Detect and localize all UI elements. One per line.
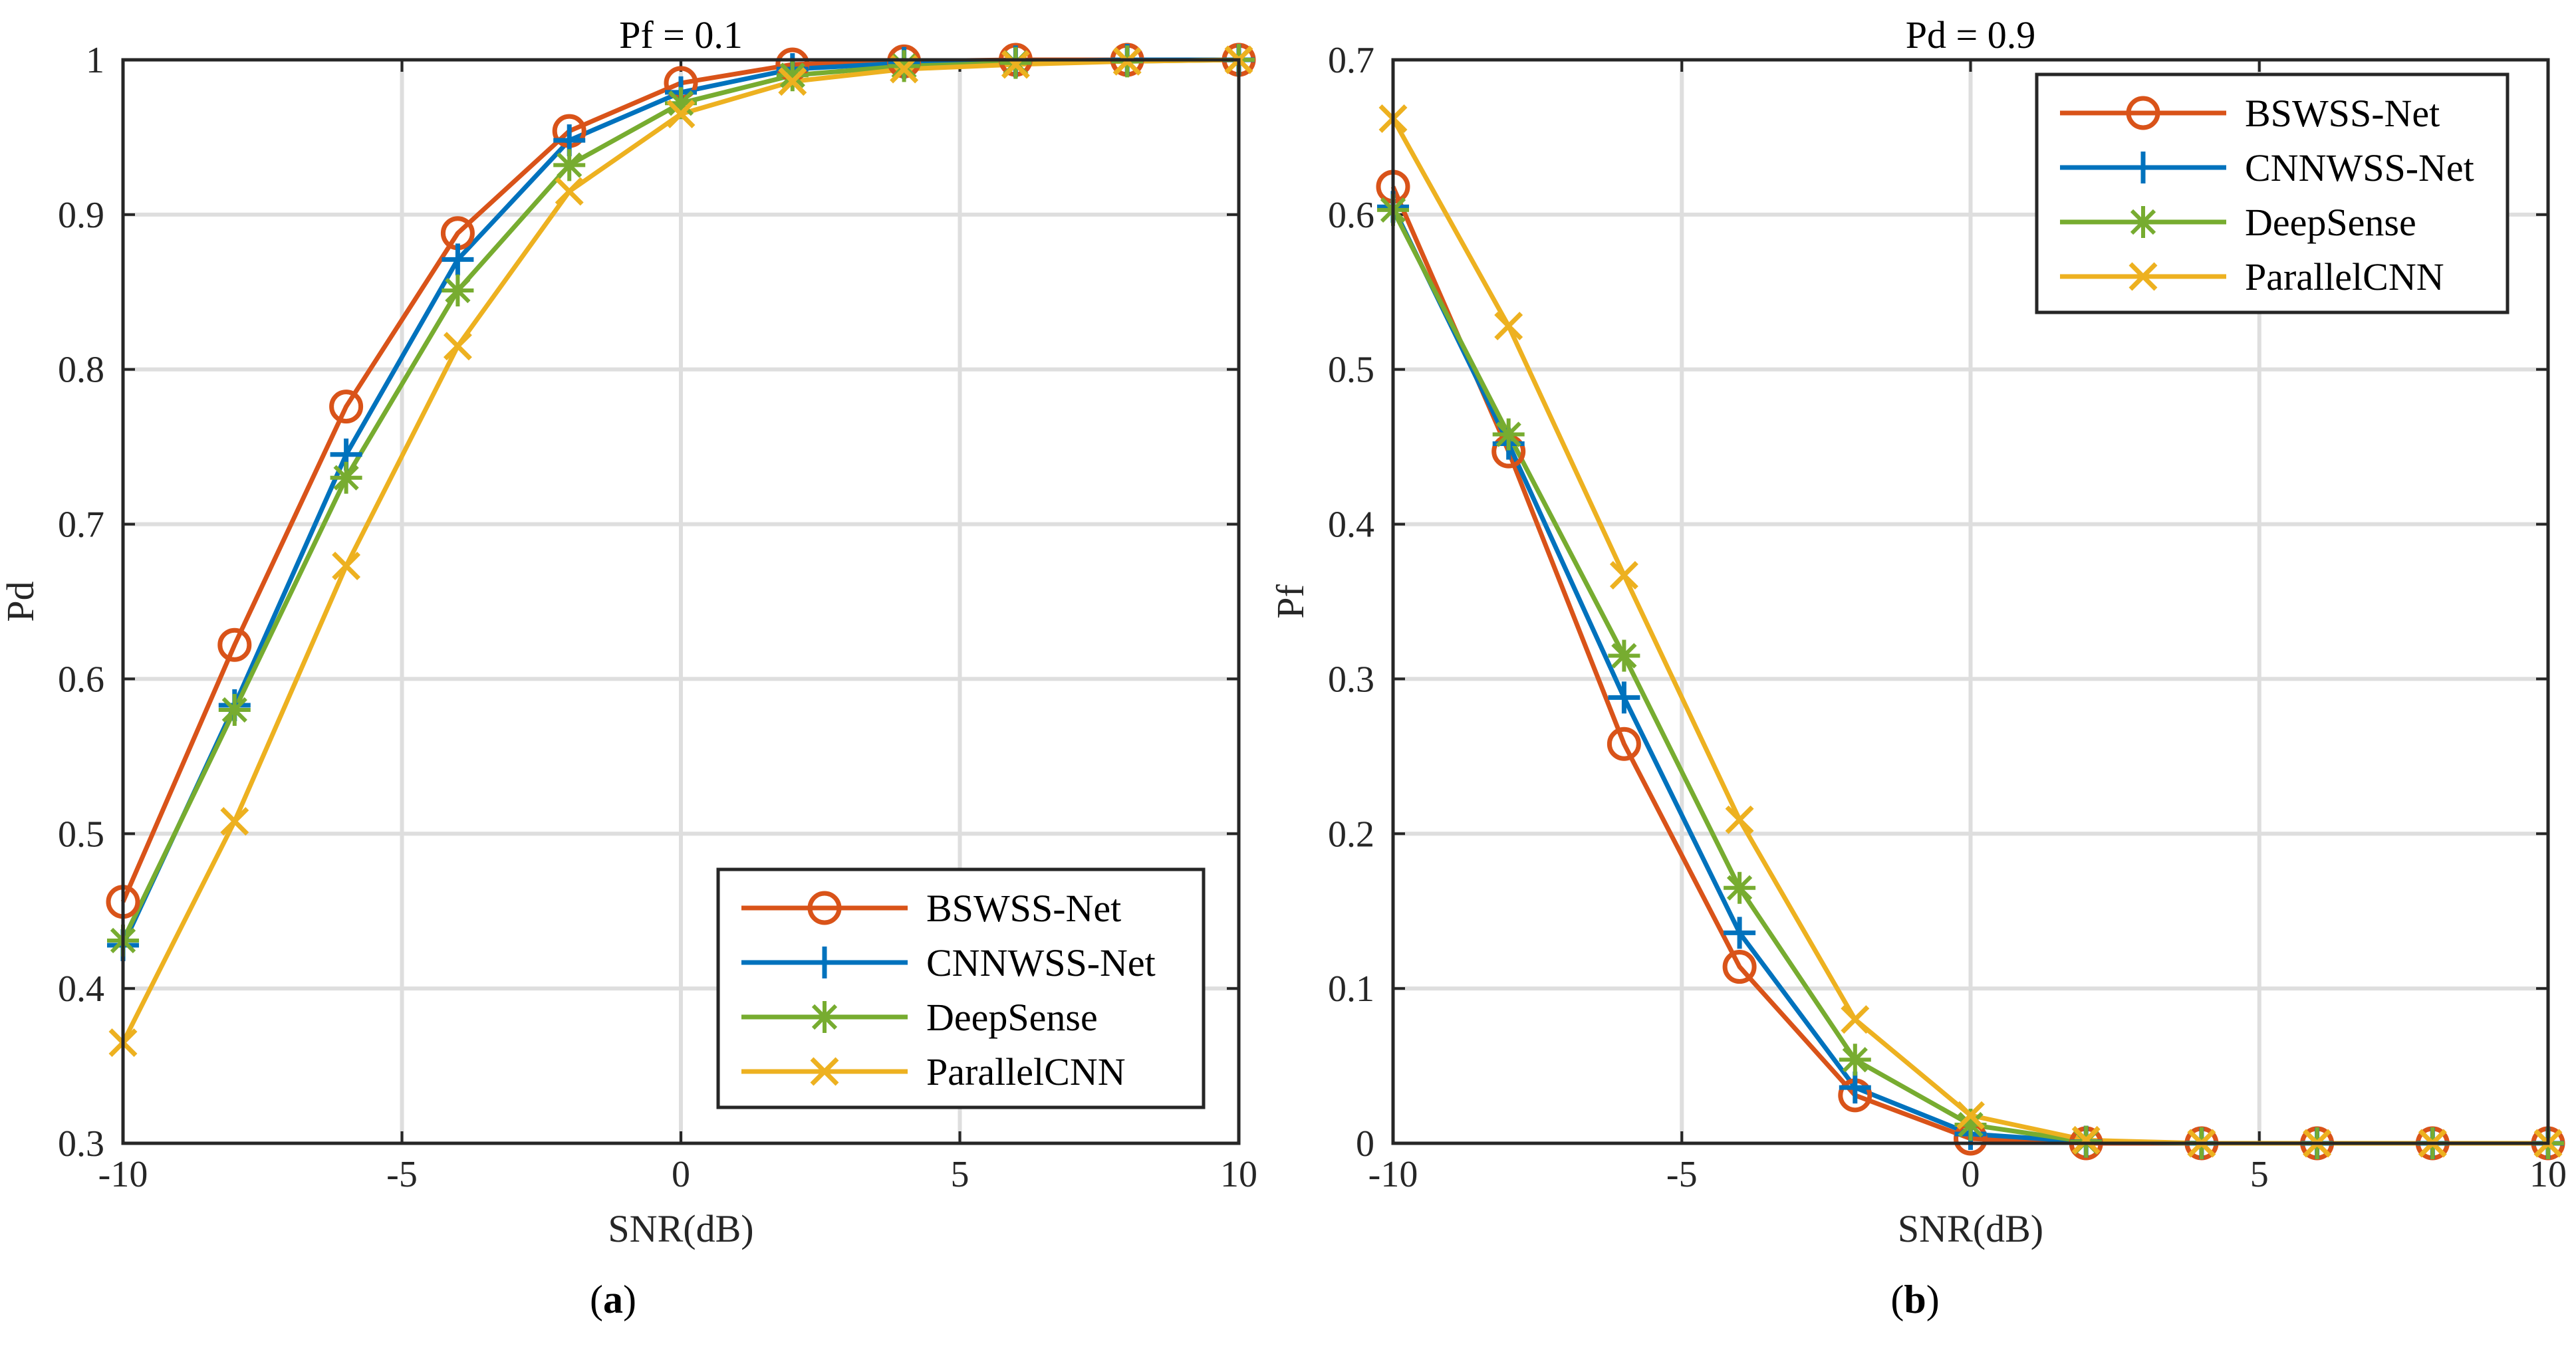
data-point-parallelcnn bbox=[1609, 560, 1638, 590]
y-tick-label: 0.4 bbox=[58, 968, 104, 1010]
data-point-deepsense bbox=[218, 694, 251, 726]
y-tick-label: 0.7 bbox=[58, 505, 104, 546]
data-point-parallelcnn bbox=[1725, 805, 1754, 834]
y-tick-label: 1 bbox=[86, 40, 104, 81]
data-point-deepsense bbox=[665, 87, 697, 120]
x-tick-label: -5 bbox=[1666, 1154, 1698, 1195]
x-tick-label: 5 bbox=[951, 1154, 969, 1195]
data-point-cnnwss-net bbox=[1608, 681, 1640, 714]
data-point-deepsense bbox=[1492, 418, 1525, 451]
panel-b: -10 -5 0 5 10 0 0.1 0.2 0.3 0.4 0.5 0.6 0.7 Pd = 0.9 S… bbox=[1269, 13, 2567, 1321]
legend: BSWSS-Net CNNWSS-Net DeepSense ParallelCNN bbox=[2035, 72, 2510, 314]
legend-marker-cnnwss-net bbox=[809, 947, 840, 978]
axes-box bbox=[1391, 58, 2550, 1145]
legend-marker-deepsense bbox=[809, 1001, 840, 1033]
chart-title: Pf = 0.1 bbox=[619, 13, 743, 56]
x-tick-label: -5 bbox=[386, 1154, 418, 1195]
data-point-deepsense bbox=[1724, 871, 1756, 904]
legend-label-parallelcnn: ParallelCNN bbox=[926, 1050, 1126, 1093]
y-tick-label: 0.5 bbox=[1328, 350, 1374, 391]
data-point-parallelcnn bbox=[443, 332, 472, 361]
chart-title: Pd = 0.9 bbox=[1906, 13, 2035, 56]
y-tick-label: 0 bbox=[1356, 1123, 1374, 1165]
x-tick-label: 10 bbox=[2529, 1154, 2567, 1195]
data-point-deepsense bbox=[1954, 1109, 1987, 1141]
legend-label-bswss-net: BSWSS-Net bbox=[2245, 92, 2440, 135]
x-tick-label: 0 bbox=[1962, 1154, 1980, 1195]
x-axis-label: SNR(dB) bbox=[608, 1207, 753, 1250]
legend-marker-deepsense bbox=[2127, 206, 2159, 238]
data-point-deepsense bbox=[330, 461, 362, 494]
data-point-parallelcnn bbox=[1494, 312, 1523, 340]
data-point-parallelcnn bbox=[778, 67, 807, 96]
legend-marker-cnnwss-net bbox=[2127, 152, 2159, 183]
data-point-cnnwss-net bbox=[1724, 917, 1756, 949]
y-axis-label: Pd bbox=[0, 581, 42, 621]
legend-marker-bswss-net bbox=[2126, 96, 2160, 130]
data-point-cnnwss-net bbox=[1839, 1071, 1871, 1104]
x-tick-label: 10 bbox=[1220, 1154, 1257, 1195]
legend-label-cnnwss-net: CNNWSS-Net bbox=[2245, 146, 2474, 189]
data-point-deepsense bbox=[776, 59, 809, 92]
data-point-deepsense bbox=[553, 149, 586, 181]
y-tick-label: 0.4 bbox=[1328, 505, 1374, 546]
y-tick-label: 0.1 bbox=[1328, 968, 1374, 1010]
caption-open: ( bbox=[1890, 1278, 1904, 1321]
panel-caption: (b) bbox=[1890, 1278, 1939, 1321]
caption-open: ( bbox=[590, 1278, 603, 1321]
legend: BSWSS-Net CNNWSS-Net DeepSense ParallelCNN bbox=[716, 867, 1206, 1109]
x-axis-label: SNR(dB) bbox=[1898, 1207, 2043, 1250]
data-point-deepsense bbox=[442, 274, 474, 306]
data-point-parallelcnn bbox=[1956, 1101, 1985, 1130]
legend-label-bswss-net: BSWSS-Net bbox=[926, 887, 1121, 930]
x-tick-label: 5 bbox=[2250, 1154, 2269, 1195]
legend-label-cnnwss-net: CNNWSS-Net bbox=[926, 941, 1156, 984]
x-tick-label: 0 bbox=[672, 1154, 690, 1195]
legend-marker-bswss-net bbox=[807, 891, 842, 925]
data-point-bswss-net bbox=[1607, 727, 1641, 761]
y-axis-label: Pf bbox=[1269, 584, 1312, 619]
axes-box bbox=[121, 58, 1241, 1145]
caption-letter: a bbox=[603, 1278, 623, 1321]
data-point-parallelcnn bbox=[666, 100, 696, 128]
legend-label-parallelcnn: ParallelCNN bbox=[2245, 255, 2444, 298]
y-tick-label: 0.3 bbox=[1328, 659, 1374, 700]
y-tick-label: 0.6 bbox=[58, 659, 104, 700]
panel-a: -10 -5 0 5 10 0.3 0.4 0.5 0.6 0.7 0.8 0.9 1 Pf = 0.1 S… bbox=[0, 13, 1257, 1321]
y-tick-label: 0.6 bbox=[1328, 195, 1374, 236]
data-point-parallelcnn bbox=[2071, 1125, 2101, 1155]
data-point-parallelcnn bbox=[1001, 50, 1030, 79]
y-tick-label: 0.5 bbox=[58, 814, 104, 855]
caption-close: ) bbox=[1926, 1278, 1940, 1321]
y-tick-label: 0.3 bbox=[58, 1123, 104, 1165]
x-tick-label: -10 bbox=[98, 1154, 148, 1195]
data-point-parallelcnn bbox=[220, 807, 249, 836]
x-tick-label: -10 bbox=[1368, 1154, 1418, 1195]
data-point-parallelcnn bbox=[332, 551, 361, 580]
data-point-deepsense bbox=[1839, 1044, 1871, 1076]
y-tick-label: 0.2 bbox=[1328, 814, 1374, 855]
data-point-cnnwss-net bbox=[442, 243, 474, 276]
legend-marker-parallelcnn bbox=[810, 1057, 839, 1086]
caption-close: ) bbox=[623, 1278, 636, 1321]
data-point-deepsense bbox=[1608, 639, 1640, 672]
caption-letter: b bbox=[1904, 1278, 1926, 1321]
y-tick-label: 0.7 bbox=[1328, 40, 1374, 81]
data-point-parallelcnn bbox=[555, 177, 584, 206]
data-point-bswss-net bbox=[1722, 950, 1757, 984]
data-point-parallelcnn bbox=[1841, 1005, 1870, 1034]
panel-caption: (a) bbox=[590, 1278, 636, 1321]
y-tick-label: 0.8 bbox=[58, 350, 104, 391]
legend-label-deepsense: DeepSense bbox=[926, 996, 1098, 1039]
legend-marker-parallelcnn bbox=[2128, 262, 2158, 291]
data-point-bswss-net bbox=[217, 627, 252, 662]
y-tick-label: 0.9 bbox=[58, 195, 104, 236]
legend-label-deepsense: DeepSense bbox=[2245, 201, 2416, 244]
data-point-bswss-net bbox=[329, 390, 364, 424]
